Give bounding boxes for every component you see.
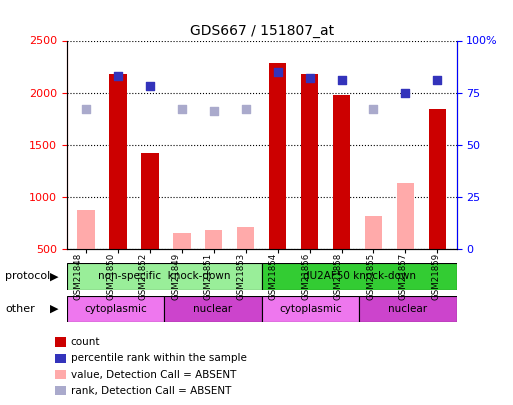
Point — [210, 108, 218, 115]
Text: other: other — [5, 304, 35, 313]
Text: GSM21851: GSM21851 — [204, 253, 213, 301]
Point — [242, 106, 250, 113]
Text: GSM21856: GSM21856 — [301, 253, 310, 301]
Title: GDS667 / 151807_at: GDS667 / 151807_at — [190, 24, 333, 38]
Bar — [173, 233, 190, 249]
Bar — [164, 296, 262, 322]
Bar — [237, 227, 254, 249]
Point — [369, 106, 378, 113]
Text: protocol: protocol — [5, 271, 50, 281]
Bar — [301, 74, 319, 249]
Text: ▶: ▶ — [50, 304, 58, 313]
Text: cytoplasmic: cytoplasmic — [279, 304, 342, 314]
Bar — [205, 230, 223, 249]
Bar — [141, 153, 159, 249]
Point — [146, 83, 154, 90]
Bar — [269, 64, 286, 249]
Text: count: count — [71, 337, 101, 347]
Bar — [67, 296, 164, 322]
Point — [273, 68, 282, 75]
Point — [305, 75, 313, 81]
Text: rank, Detection Call = ABSENT: rank, Detection Call = ABSENT — [71, 386, 231, 396]
Bar — [397, 183, 414, 249]
Bar — [77, 211, 95, 249]
Text: GSM21853: GSM21853 — [236, 253, 245, 301]
Point — [433, 77, 442, 83]
Text: ▶: ▶ — [50, 271, 58, 281]
Text: dU2AF50 knock-down: dU2AF50 knock-down — [303, 271, 416, 281]
Text: GSM21857: GSM21857 — [399, 253, 408, 301]
Text: cytoplasmic: cytoplasmic — [84, 304, 147, 314]
Bar — [67, 263, 262, 290]
Text: GSM21848: GSM21848 — [74, 253, 83, 301]
Text: non-specific  knock-down: non-specific knock-down — [98, 271, 230, 281]
Text: GSM21850: GSM21850 — [106, 253, 115, 301]
Text: GSM21859: GSM21859 — [431, 253, 440, 300]
Point — [401, 90, 409, 96]
Text: GSM21854: GSM21854 — [269, 253, 278, 301]
Bar — [262, 263, 457, 290]
Text: nuclear: nuclear — [388, 304, 427, 314]
Text: nuclear: nuclear — [193, 304, 232, 314]
Text: GSM21855: GSM21855 — [366, 253, 376, 301]
Text: value, Detection Call = ABSENT: value, Detection Call = ABSENT — [71, 370, 236, 379]
Point — [338, 77, 346, 83]
Text: GSM21852: GSM21852 — [139, 253, 148, 301]
Bar — [109, 74, 127, 249]
Point — [114, 73, 122, 79]
Text: GSM21858: GSM21858 — [334, 253, 343, 301]
Bar — [428, 109, 446, 249]
Point — [82, 106, 90, 113]
Text: GSM21849: GSM21849 — [171, 253, 181, 300]
Bar — [365, 216, 382, 249]
Text: percentile rank within the sample: percentile rank within the sample — [71, 354, 247, 363]
Bar — [359, 296, 457, 322]
Point — [177, 106, 186, 113]
Bar — [333, 95, 350, 249]
Bar — [262, 296, 359, 322]
